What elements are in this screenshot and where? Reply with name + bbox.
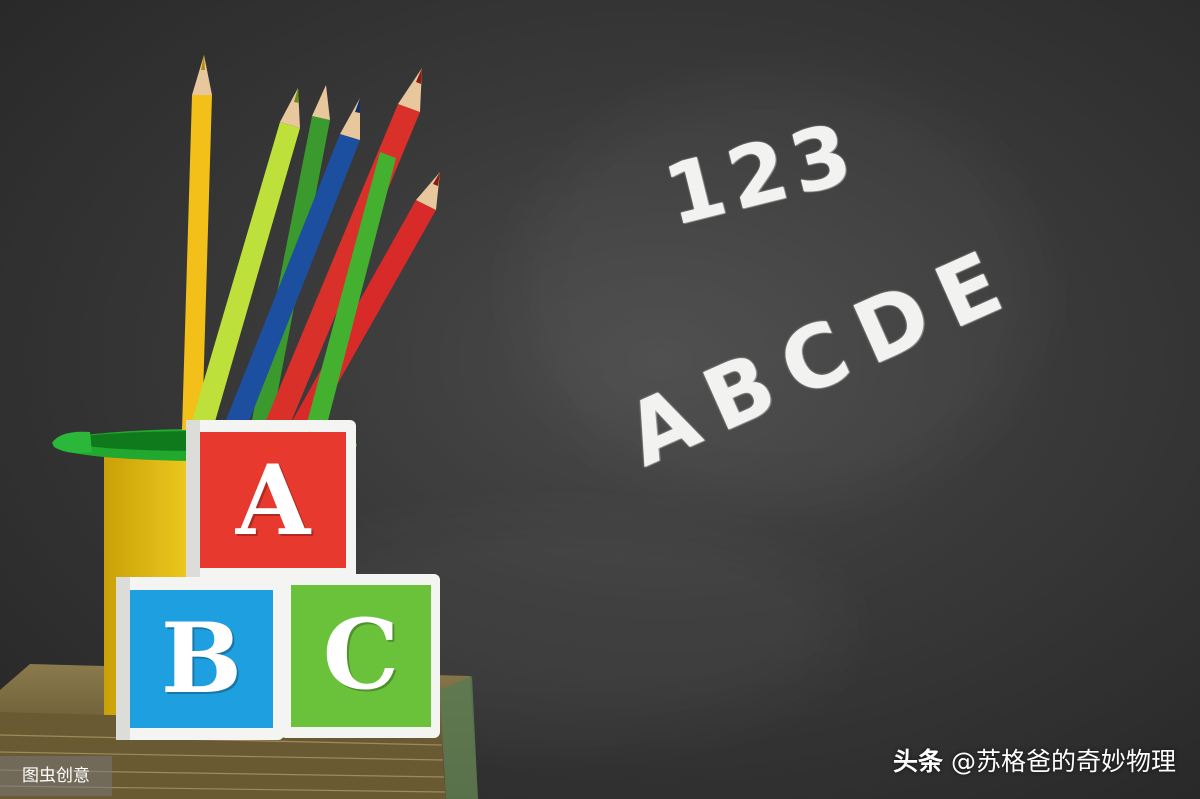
block-a: [186, 420, 356, 580]
block-c: [280, 574, 440, 738]
watermark-brand: 头条: [893, 747, 944, 776]
block-b: [116, 577, 284, 740]
colored-pencils: [182, 55, 440, 436]
block-letter-c: C: [322, 598, 400, 711]
watermark-handle: @苏格爸的奇妙物理: [950, 747, 1176, 776]
block-letter-b: B: [160, 602, 243, 715]
block-letter-a: A: [235, 444, 311, 557]
watermark-tuchong: 图虫创意: [0, 756, 112, 796]
watermark-toutiao: 头条 @苏格爸的奇妙物理: [893, 742, 1176, 782]
